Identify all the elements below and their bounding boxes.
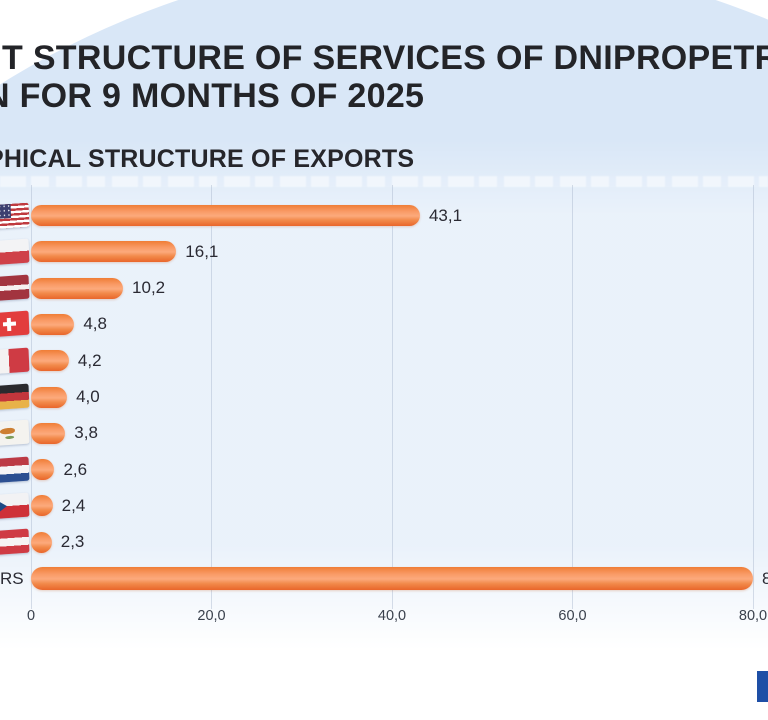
bar (31, 277, 124, 299)
bar (31, 205, 420, 226)
bar (31, 350, 69, 372)
bar-row: 2,6 (0, 456, 768, 483)
cyprus-flag (0, 419, 30, 447)
value-label: 10,2 (132, 278, 166, 298)
gridline (391, 185, 393, 609)
x-tick-label: 80,0 (738, 608, 768, 624)
czechia-flag (0, 492, 30, 520)
netherlands-flag (0, 456, 30, 483)
value-label: 2,4 (61, 495, 86, 515)
bar-row: 43,1 (0, 202, 768, 229)
germany-flag (0, 383, 30, 411)
bar-row: 16,1 (0, 238, 768, 266)
bar (31, 241, 177, 263)
bar-row: 4,0 (0, 383, 768, 411)
value-label: 2,3 (60, 532, 85, 552)
others-row-label: RS (0, 568, 24, 588)
value-label: 43,1 (428, 205, 463, 225)
malta-flag (0, 347, 30, 375)
value-label: 4,2 (77, 350, 102, 370)
bar (31, 422, 66, 444)
value-label: 16,1 (185, 241, 219, 261)
value-label: 8 (762, 568, 768, 588)
switzerland-flag (0, 311, 30, 338)
usa-flag (0, 202, 30, 229)
gridline (752, 185, 754, 609)
bar-row: 4,2 (0, 347, 768, 375)
blue-logo-mark (757, 671, 768, 702)
value-label: 2,6 (63, 459, 88, 479)
faded-text-band (0, 176, 768, 187)
poland-flag (0, 238, 30, 266)
chart-subtitle: PHICAL STRUCTURE OF EXPORTS (0, 145, 415, 173)
bar-row: 10,2 (0, 274, 768, 302)
bar-row: 4,8 (0, 311, 768, 338)
bar (31, 531, 52, 553)
austria-flag (0, 528, 30, 556)
bar (31, 386, 68, 408)
gridline (572, 185, 573, 609)
bar (31, 313, 75, 335)
value-label: 4,8 (83, 314, 107, 334)
x-tick-label: 60,0 (558, 608, 587, 624)
value-label: 4,0 (76, 387, 100, 406)
latvia-flag (0, 274, 30, 302)
page-title-line2: N FOR 9 MONTHS OF 2025 (0, 77, 425, 115)
bar (31, 495, 53, 517)
x-tick-label: 0 (26, 608, 36, 624)
bar-row: 8 RS (0, 567, 768, 591)
bar (31, 567, 753, 590)
page-title-line1: T STRUCTURE OF SERVICES OF DNIPROPETROVS (2, 39, 768, 77)
bar-row: 2,3 (0, 528, 768, 556)
value-label: 3,8 (74, 423, 98, 443)
bar-row: 2,4 (0, 492, 768, 520)
x-tick-label: 40,0 (377, 608, 407, 624)
gridline (211, 185, 212, 609)
x-tick-label: 20,0 (197, 608, 226, 624)
bar (31, 459, 55, 481)
bar-row: 3,8 (0, 419, 768, 447)
